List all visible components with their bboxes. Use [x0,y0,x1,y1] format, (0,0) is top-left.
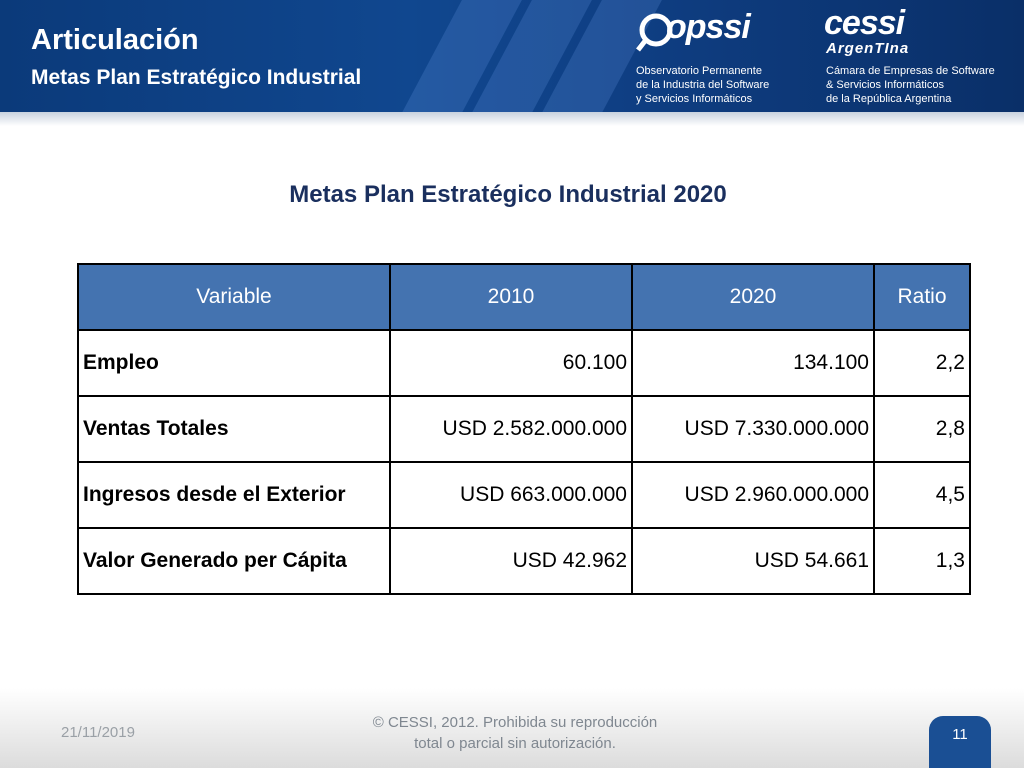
cell-variable: Valor Generado per Cápita [77,527,391,595]
table-header-row: Variable 2010 2020 Ratio [77,263,971,331]
opssi-logo-text: opssi [666,8,751,46]
footer-band [0,688,1024,768]
data-table: Variable 2010 2020 Ratio Empleo 60.100 1… [77,263,971,595]
cell-2010: USD 2.582.000.000 [389,395,633,463]
cell-ratio: 4,5 [873,461,971,529]
slide-title: Articulación [31,24,199,56]
cell-variable: Ingresos desde el Exterior [77,461,391,529]
opssi-description: Observatorio Permanente de la Industria … [636,65,770,105]
table-row: Valor Generado per Cápita USD 42.962 USD… [77,527,971,595]
footer-date: 21/11/2019 [61,724,135,741]
header-shadow [0,112,1024,126]
slide-subtitle: Metas Plan Estratégico Industrial [31,66,362,89]
copyright-line: total o parcial sin autorización. [414,735,616,752]
column-header: Variable [77,263,391,331]
cell-2020: USD 7.330.000.000 [631,395,875,463]
column-header: Ratio [873,263,971,331]
cell-variable: Empleo [77,329,391,397]
cell-2020: 134.100 [631,329,875,397]
cessi-logo-subtext: ArgenTIna [826,40,910,57]
magnifier-icon [636,13,673,52]
cessi-logo-text: cessi [824,4,905,42]
cell-2020: USD 2.960.000.000 [631,461,875,529]
column-header: 2010 [389,263,633,331]
cell-2010: 60.100 [389,329,633,397]
column-header: 2020 [631,263,875,331]
cell-variable: Ventas Totales [77,395,391,463]
cell-2020: USD 54.661 [631,527,875,595]
cessi-logo: cessi ArgenTIna [824,4,1014,58]
cell-ratio: 2,2 [873,329,971,397]
cell-2010: USD 663.000.000 [389,461,633,529]
cell-ratio: 2,8 [873,395,971,463]
page-number-tab: 11 [929,716,991,768]
cell-2010: USD 42.962 [389,527,633,595]
copyright-line: © CESSI, 2012. Prohibida su reproducción [372,714,658,731]
table-row: Ingresos desde el Exterior USD 663.000.0… [77,461,971,529]
table-row: Empleo 60.100 134.100 2,2 [77,329,971,397]
table-row: Ventas Totales USD 2.582.000.000 USD 7.3… [77,395,971,463]
cell-ratio: 1,3 [873,527,971,595]
cessi-description: Cámara de Empresas de Software & Servici… [826,65,995,105]
page-number: 11 [952,726,968,743]
copyright-notice: © CESSI, 2012. Prohibida su reproducción… [360,712,670,754]
header-band: Articulación Metas Plan Estratégico Indu… [0,0,1024,112]
table-title: Metas Plan Estratégico Industrial 2020 [289,181,727,208]
opssi-logo: opssi [636,4,806,54]
